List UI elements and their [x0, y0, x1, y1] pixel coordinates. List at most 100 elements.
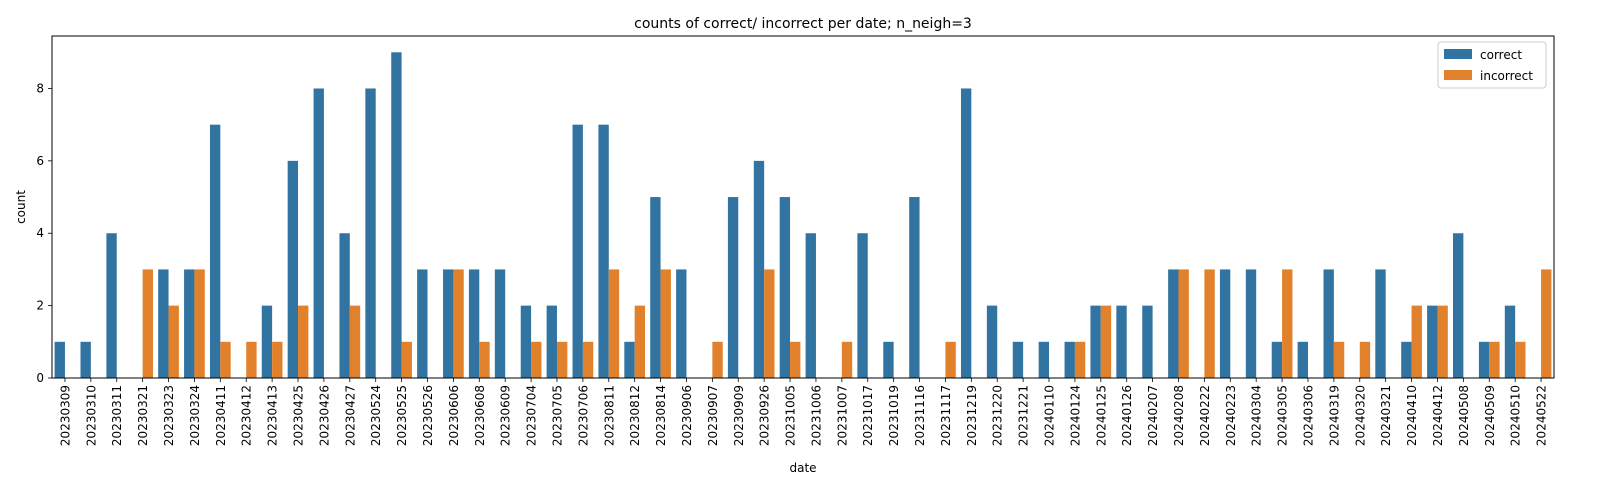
bar-correct-20230608	[468, 269, 480, 378]
bar-incorrect-20230811	[608, 269, 620, 378]
x-tick-label: 20240304	[1250, 385, 1264, 446]
x-tick-label: 20240412	[1431, 385, 1445, 446]
bar-correct-20231006	[805, 233, 816, 378]
bar-incorrect-20230324	[194, 269, 205, 378]
x-tick-label: 20230413	[266, 385, 280, 446]
bar-incorrect-20230907	[712, 341, 723, 378]
x-tick-label: 20240305	[1276, 385, 1290, 446]
bar-correct-20230811	[598, 124, 609, 378]
y-tick-label: 2	[36, 299, 44, 313]
bar-correct-20240208	[1168, 269, 1179, 378]
bar-incorrect-20230812	[634, 305, 646, 378]
bar-correct-20231116	[909, 197, 920, 378]
bar-correct-20240304	[1245, 269, 1257, 378]
x-tick-label: 20230812	[628, 385, 642, 446]
bar-correct-20231017	[857, 233, 868, 378]
bar-correct-20230609	[494, 269, 506, 378]
bar-incorrect-20240124	[1074, 341, 1086, 378]
x-tick-label: 20231117	[939, 385, 953, 446]
x-tick-label: 20230609	[499, 385, 513, 446]
legend-swatch-incorrect	[1444, 70, 1472, 80]
x-axis-title: date	[789, 461, 816, 475]
bar-correct-20230704	[520, 305, 532, 378]
legend-swatch-correct	[1444, 49, 1472, 59]
bar-incorrect-20230321	[142, 269, 153, 378]
bar-incorrect-20240510	[1515, 341, 1526, 378]
x-tick-label: 20230525	[395, 385, 409, 446]
bar-correct-20230323	[158, 269, 169, 378]
bar-incorrect-20230705	[556, 341, 568, 378]
bar-incorrect-20240222	[1204, 269, 1215, 378]
x-tick-label: 20240410	[1405, 385, 1419, 446]
bar-correct-20240306	[1297, 341, 1308, 378]
y-axis-title: count	[14, 190, 28, 224]
x-tick-label: 20240124	[1068, 385, 1082, 446]
x-axis: 20230309 20230310 20230311 20230321 20230323…	[58, 378, 1549, 446]
x-tick-label: 20230324	[188, 385, 202, 446]
bar-correct-20230706	[572, 124, 583, 378]
x-tick-label: 20240319	[1327, 385, 1341, 446]
bar-incorrect-20240319	[1333, 341, 1345, 378]
y-axis: 0 2 4 6 8	[36, 81, 52, 385]
x-tick-label: 20231007	[835, 385, 849, 446]
bar-correct-20230526	[417, 269, 428, 378]
bar-correct-20240508	[1453, 233, 1464, 378]
plot-frame	[51, 35, 1555, 379]
legend: correct incorrect	[1437, 41, 1547, 89]
bar-incorrect-20240410	[1411, 305, 1422, 378]
legend-label-incorrect: incorrect	[1480, 69, 1533, 83]
x-tick-label: 20230309	[58, 385, 72, 446]
bar-incorrect-20230411	[220, 341, 231, 378]
bar-incorrect-20240125	[1100, 305, 1112, 378]
bar-correct-20240125	[1090, 305, 1101, 378]
bar-incorrect-20240305	[1282, 269, 1293, 378]
bar-incorrect-20230427	[349, 305, 361, 378]
bar-incorrect-20240509	[1489, 341, 1500, 378]
bar-incorrect-20231007	[841, 341, 853, 378]
x-tick-label: 20240321	[1379, 385, 1393, 446]
bar-correct-20240509	[1478, 341, 1490, 378]
y-tick-label: 8	[36, 81, 44, 95]
x-tick-label: 20240223	[1224, 385, 1238, 446]
bar-correct-20230309	[54, 341, 65, 378]
x-tick-label: 20231221	[1017, 385, 1031, 446]
bar-correct-20230427	[339, 233, 350, 378]
bar-correct-20230524	[365, 88, 376, 378]
y-tick-label: 6	[36, 154, 44, 168]
bar-correct-20231005	[779, 197, 791, 378]
bar-incorrect-20240412	[1437, 305, 1448, 378]
x-tick-label: 20240208	[1172, 385, 1186, 446]
x-tick-label: 20231116	[913, 385, 927, 446]
x-tick-label: 20240522	[1535, 385, 1549, 446]
bar-incorrect-20230706	[582, 341, 594, 378]
bar-correct-20240412	[1427, 305, 1438, 378]
bar-incorrect-20230814	[660, 269, 671, 378]
x-tick-label: 20240110	[1043, 385, 1057, 446]
x-tick-label: 20240508	[1457, 385, 1471, 446]
bar-correct-20240510	[1504, 305, 1516, 378]
bar-correct-20240207	[1142, 305, 1153, 378]
bar-correct-20230906	[676, 269, 687, 378]
bar-incorrect-20230704	[531, 341, 542, 378]
bar-incorrect-20240320	[1359, 341, 1371, 378]
bar-correct-20230814	[650, 197, 661, 378]
bar-correct-20240110	[1038, 341, 1050, 378]
x-tick-label: 20240126	[1120, 385, 1134, 446]
x-tick-label: 20231017	[861, 385, 875, 446]
x-tick-label: 20230704	[525, 385, 539, 446]
x-tick-label: 20240207	[1146, 385, 1160, 446]
bar-incorrect-20230608	[479, 341, 490, 378]
bar-correct-20240305	[1271, 341, 1283, 378]
x-tick-label: 20240222	[1198, 385, 1212, 446]
bar-correct-20230413	[261, 305, 273, 378]
bar-correct-20240410	[1401, 341, 1412, 378]
bar-incorrect-20230926	[764, 269, 775, 378]
bar-correct-20230411	[209, 124, 221, 378]
bar-correct-20240319	[1323, 269, 1334, 378]
x-tick-label: 20230608	[473, 385, 487, 446]
bar-correct-20230311	[106, 233, 117, 378]
x-tick-label: 20231219	[965, 385, 979, 446]
x-tick-label: 20230310	[84, 385, 98, 446]
x-tick-label: 20230907	[706, 385, 720, 446]
